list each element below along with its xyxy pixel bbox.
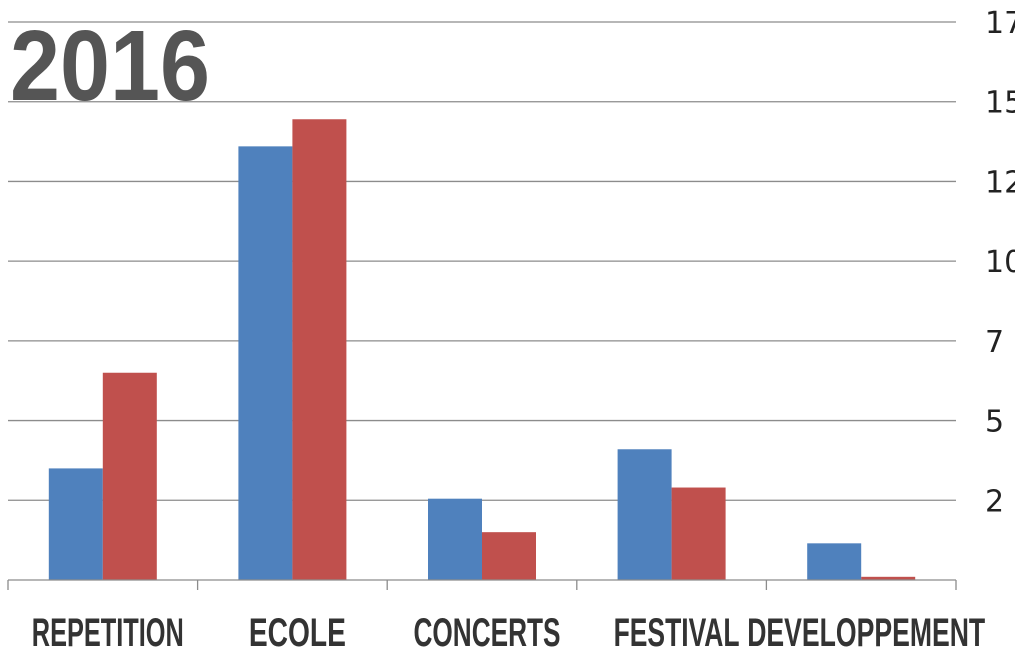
- x-tick-labels: REPETITION ECOLE CONCERTS FESTIVAL DEVELOPPE…: [32, 611, 985, 655]
- x-tick-label-concerts: CONCERTS: [414, 611, 561, 655]
- bar-repetition-series-2: [102, 372, 157, 580]
- bar-concerts-series-1: [428, 498, 482, 580]
- bar-repetition-series-1: [48, 468, 103, 580]
- y-tick-label: 2: [985, 484, 1004, 519]
- x-tick-label-festival: FESTIVAL: [614, 611, 740, 655]
- y-tick-label: 7: [985, 325, 1004, 360]
- y-tick-labels: 17 15 12 10 7 5 2: [985, 6, 1015, 519]
- bar-festival-series-1: [617, 449, 672, 580]
- x-tick-label-repetition: REPETITION: [32, 611, 184, 655]
- y-tick-label: 15: [985, 86, 1015, 121]
- y-tick-label: 12: [985, 165, 1015, 200]
- bar-ecole-series-1: [238, 146, 293, 580]
- bar-ecole-series-2: [292, 119, 347, 580]
- bars: [48, 119, 916, 580]
- bar-festival-series-2: [671, 487, 726, 580]
- bar-developpement-series-1: [807, 543, 862, 580]
- x-axis: [7, 579, 957, 590]
- y-tick-label: 17: [985, 6, 1015, 41]
- bar-concerts-series-2: [482, 532, 536, 580]
- chart-title: 2016: [10, 10, 210, 122]
- x-tick-label-ecole: ECOLE: [249, 611, 346, 655]
- bar-developpement-series-2: [861, 576, 916, 580]
- y-tick-label: 5: [985, 405, 1004, 440]
- gridlines: [8, 21, 956, 501]
- y-tick-label: 10: [985, 245, 1015, 280]
- x-tick-label-developpement: DEVELOPPEMENT: [747, 611, 985, 655]
